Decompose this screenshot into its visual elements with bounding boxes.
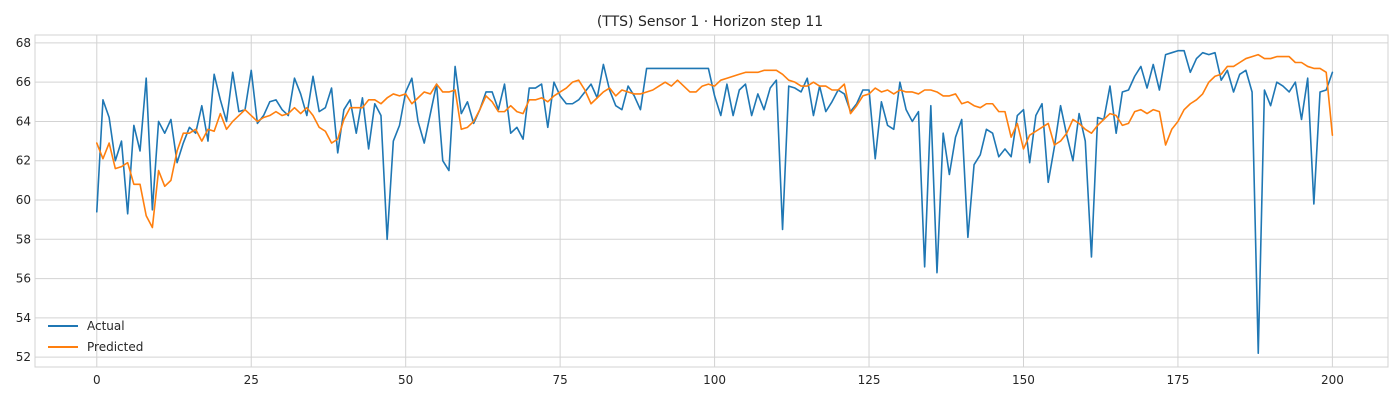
y-tick-label: 54: [16, 311, 31, 325]
y-tick-label: 60: [16, 193, 31, 207]
series-layer: [95, 49, 1334, 355]
x-tick-label: 75: [552, 373, 567, 387]
legend: Actual Predicted: [48, 319, 143, 354]
y-tick-label: 64: [16, 114, 31, 128]
y-tick-label: 66: [16, 75, 31, 89]
x-tick-label: 200: [1321, 373, 1344, 387]
x-tick-label: 150: [1012, 373, 1035, 387]
y-tick-label: 58: [16, 232, 31, 246]
x-tick-label: 175: [1166, 373, 1189, 387]
y-tick-label: 62: [16, 154, 31, 168]
x-tick-label: 0: [93, 373, 101, 387]
legend-label-actual: Actual: [87, 319, 125, 333]
chart-title: (TTS) Sensor 1 · Horizon step 11: [597, 14, 823, 30]
x-tick-label: 25: [244, 373, 259, 387]
legend-label-predicted: Predicted: [87, 340, 143, 354]
x-axis-ticks: 0 25 50 75 100 125 150 175 200: [93, 373, 1344, 387]
x-tick-label: 100: [703, 373, 726, 387]
y-tick-label: 68: [16, 36, 31, 50]
y-axis-ticks: 52 54 56 58 60 62 64 66 68: [16, 36, 31, 364]
x-tick-label: 125: [858, 373, 881, 387]
x-tick-label: 50: [398, 373, 413, 387]
plot-frame: [34, 34, 1389, 368]
series-line-predicted: [95, 53, 1334, 229]
y-tick-label: 52: [16, 350, 31, 364]
series-line-actual: [95, 49, 1334, 355]
y-tick-label: 56: [16, 272, 31, 286]
